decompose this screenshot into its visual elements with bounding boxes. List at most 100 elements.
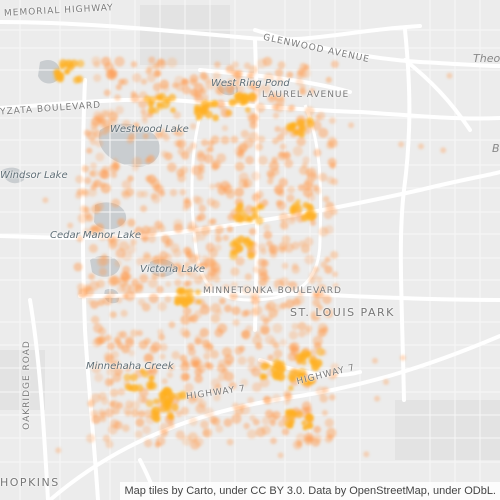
heat-point — [287, 373, 295, 381]
heat-point — [221, 347, 232, 357]
heat-point — [238, 178, 249, 189]
heat-point — [251, 193, 261, 202]
heat-point — [159, 353, 166, 360]
heat-point — [114, 367, 123, 376]
heat-point — [86, 147, 93, 154]
heat-point — [199, 304, 210, 315]
heat-point — [114, 56, 125, 67]
heat-point — [77, 213, 88, 224]
heat-point — [194, 289, 201, 296]
heat-point — [266, 240, 273, 247]
heat-point — [142, 425, 151, 435]
heat-point — [215, 225, 224, 234]
heat-point — [255, 102, 266, 113]
heat-point — [292, 297, 301, 306]
heat-point — [94, 201, 105, 212]
heat-point — [118, 240, 129, 252]
heat-point — [149, 345, 159, 354]
heat-point — [249, 121, 258, 130]
heat-point — [159, 271, 166, 279]
heat-point — [108, 379, 115, 386]
heat-point — [326, 176, 335, 185]
heat-point — [332, 271, 338, 278]
heat-point — [143, 353, 154, 364]
heat-point — [274, 68, 284, 78]
heat-point — [110, 399, 119, 409]
heat-point — [75, 75, 84, 83]
heat-point — [138, 410, 146, 418]
heat-point — [150, 178, 161, 189]
heat-point — [113, 336, 121, 344]
heat-point — [197, 212, 206, 221]
heat-point — [330, 251, 339, 259]
map-attribution: Map tiles by Carto, under CC BY 3.0. Dat… — [120, 482, 500, 500]
heat-point — [141, 117, 148, 124]
heat-point — [73, 262, 83, 272]
heat-point — [142, 133, 149, 140]
heat-point — [205, 272, 215, 282]
heat-point — [210, 100, 219, 108]
heat-point — [272, 342, 280, 349]
heat-point — [328, 394, 336, 401]
heat-point — [135, 418, 145, 427]
heat-point — [235, 256, 245, 266]
heat-point — [115, 84, 122, 91]
heat-point — [250, 308, 259, 317]
heat-point — [260, 259, 269, 268]
heat-point — [192, 360, 201, 369]
heat-point — [308, 88, 316, 96]
heat-point — [140, 108, 147, 115]
heat-point — [288, 385, 294, 391]
heat-point — [383, 379, 389, 385]
heat-point — [175, 410, 183, 418]
heat-point — [372, 357, 378, 364]
heat-point — [231, 306, 241, 316]
heat-point — [112, 157, 119, 164]
heat-point — [145, 399, 154, 408]
heat-point — [97, 231, 108, 242]
heat-point — [217, 102, 226, 111]
heat-point — [279, 212, 289, 223]
heat-point — [202, 428, 213, 438]
heat-point — [90, 184, 97, 191]
heat-point — [255, 427, 266, 438]
heat-point — [141, 190, 149, 198]
heat-point — [298, 240, 306, 247]
heat-point — [119, 330, 127, 339]
heat-point — [252, 418, 260, 426]
heat-point — [76, 188, 84, 196]
heat-point — [172, 82, 178, 89]
heat-point — [193, 393, 204, 403]
heat-point — [179, 189, 187, 196]
heat-point — [202, 94, 209, 101]
heat-point — [118, 277, 128, 287]
heat-point — [306, 116, 314, 124]
heat-point — [293, 369, 301, 377]
heat-point — [277, 364, 287, 373]
heat-point — [316, 304, 323, 311]
heat-point — [166, 372, 173, 379]
heat-point — [90, 162, 97, 170]
heat-point — [209, 183, 216, 190]
heat-point — [212, 114, 220, 122]
heat-point — [127, 175, 134, 182]
heat-point — [288, 330, 298, 340]
heat-point — [180, 406, 189, 416]
heat-point — [139, 273, 149, 283]
heat-point — [194, 374, 203, 384]
heat-point — [228, 98, 236, 107]
ring-road — [190, 99, 323, 302]
heat-point — [278, 242, 287, 251]
heat-point — [234, 187, 244, 197]
heat-point — [153, 398, 160, 405]
heat-point — [190, 123, 197, 130]
heat-point — [277, 419, 286, 428]
heat-point — [164, 404, 171, 410]
heat-point — [148, 293, 159, 304]
heat-point — [226, 438, 234, 446]
heat-point — [153, 414, 161, 423]
heat-point — [194, 334, 204, 344]
heat-point — [170, 243, 180, 253]
